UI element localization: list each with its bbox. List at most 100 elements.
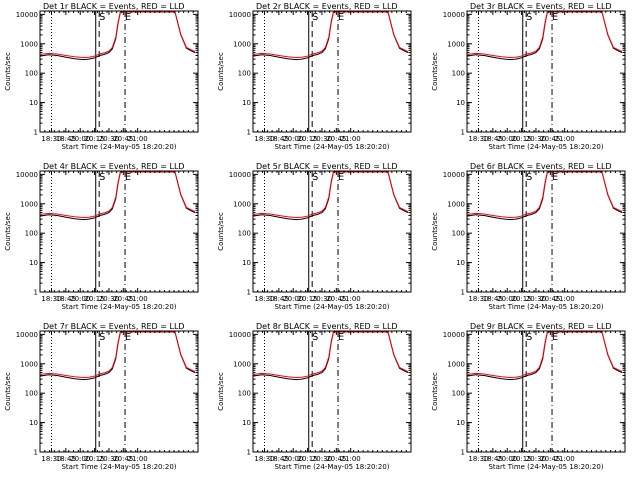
plot-area	[253, 171, 409, 292]
y-tick-label: 1	[461, 289, 465, 297]
vline-label: E	[338, 332, 344, 343]
x-tick-label: 21:00	[128, 135, 148, 143]
detector-panel-8: 1 10 100 1000 10000 18:3018:4520:0020:1520:30…	[217, 322, 412, 471]
y-tick-label: 10000	[443, 331, 465, 339]
detector-panel-2: 1 10 100 1000 10000 18:3018:4520:0020:1520:30…	[217, 2, 412, 151]
vline-label: E	[125, 12, 131, 23]
y-tick-label: 100	[25, 70, 38, 78]
plot-area	[253, 331, 409, 452]
y-tick-label: 1	[247, 129, 251, 137]
x-tick-label: 20:45	[540, 295, 560, 303]
plot-area	[40, 331, 196, 452]
x-axis-label: Start Time (24-May-05 18:20:20)	[488, 463, 603, 471]
y-axis-label: Counts/sec	[217, 212, 225, 251]
y-tick-label: 1000	[20, 360, 38, 368]
vline-label: S	[526, 172, 532, 183]
y-tick-label: 100	[452, 70, 465, 78]
vline-label: S	[526, 12, 532, 23]
plot-frame	[252, 330, 412, 453]
x-tick-label: 20:45	[540, 135, 560, 143]
y-tick-label: 1000	[20, 40, 38, 48]
plot-frame	[466, 330, 626, 453]
x-tick-label: 18:45	[56, 135, 76, 143]
series-lld-line	[253, 171, 409, 219]
detector-panel-6: 1 10 100 1000 10000 18:3018:4520:0020:1520:30…	[431, 162, 626, 311]
x-tick-label: 20:30	[526, 135, 546, 143]
y-tick-label: 1000	[233, 40, 251, 48]
panel-title: Det 8r BLACK = Events, RED = LLD	[256, 322, 398, 331]
y-axis-label: Counts/sec	[217, 372, 225, 411]
y-tick-label: 10	[456, 99, 465, 107]
series-lld-line	[40, 11, 196, 59]
x-tick-label: 18:45	[269, 455, 289, 463]
vline-label: S	[312, 332, 318, 343]
series-events-line	[467, 331, 623, 381]
panel-title: Det 6r BLACK = Events, RED = LLD	[470, 162, 612, 171]
series-lld-line	[253, 11, 409, 59]
x-tick-label: 20:00	[70, 455, 90, 463]
x-tick-label: 20:45	[540, 455, 560, 463]
plot-frame	[39, 170, 199, 293]
y-axis-label: Counts/sec	[431, 212, 439, 251]
series-lld-line	[253, 331, 409, 379]
vline-label: E	[552, 12, 558, 23]
x-tick-label: 20:15	[511, 295, 531, 303]
x-tick-label: 21:00	[555, 135, 575, 143]
x-tick-label: 21:00	[128, 455, 148, 463]
x-tick-label: 21:00	[341, 295, 361, 303]
y-axis-label: Counts/sec	[431, 372, 439, 411]
vline-label: S	[526, 332, 532, 343]
plot-frame	[252, 170, 412, 293]
plot-frame	[39, 330, 199, 453]
x-tick-label: 20:30	[312, 135, 332, 143]
detector-panel-1: 1 10 100 1000 10000 18:3018:4520:0020:1520:30…	[4, 2, 199, 151]
x-tick-label: 18:45	[483, 295, 503, 303]
y-tick-label: 1	[461, 449, 465, 457]
x-tick-label: 18:45	[483, 455, 503, 463]
detector-panel-3: 1 10 100 1000 10000 18:3018:4520:0020:1520:30…	[431, 2, 626, 151]
vline-label: S	[312, 172, 318, 183]
x-tick-label: 18:30	[41, 135, 61, 143]
detector-panel-9: 1 10 100 1000 10000 18:3018:4520:0020:1520:30…	[431, 322, 626, 471]
series-lld-line	[467, 171, 623, 219]
x-tick-label: 20:00	[70, 295, 90, 303]
y-tick-label: 1000	[20, 200, 38, 208]
y-tick-label: 10	[456, 259, 465, 267]
x-tick-label: 20:30	[312, 455, 332, 463]
y-tick-label: 10	[456, 419, 465, 427]
panel-title: Det 1r BLACK = Events, RED = LLD	[43, 2, 185, 11]
series-events-line	[467, 11, 623, 61]
series-events-line	[253, 11, 409, 61]
plot-frame	[39, 10, 199, 133]
series-events-line	[253, 171, 409, 221]
y-tick-label: 100	[25, 230, 38, 238]
plot-area	[40, 171, 196, 292]
series-events-line	[40, 171, 196, 221]
x-tick-label: 21:00	[128, 295, 148, 303]
x-tick-label: 18:30	[254, 455, 274, 463]
x-tick-label: 20:00	[497, 135, 517, 143]
y-tick-label: 1	[461, 129, 465, 137]
x-tick-label: 21:00	[341, 455, 361, 463]
x-tick-label: 18:30	[468, 295, 488, 303]
vline-label: E	[552, 172, 558, 183]
panel-title: Det 4r BLACK = Events, RED = LLD	[43, 162, 185, 171]
plot-area	[40, 11, 196, 132]
panel-title: Det 3r BLACK = Events, RED = LLD	[470, 2, 612, 11]
x-tick-label: 18:45	[56, 295, 76, 303]
y-tick-label: 10000	[443, 171, 465, 179]
y-tick-label: 1000	[233, 200, 251, 208]
y-tick-label: 10000	[229, 171, 251, 179]
x-tick-label: 18:30	[41, 455, 61, 463]
y-tick-label: 1	[34, 289, 38, 297]
x-tick-label: 18:30	[41, 295, 61, 303]
vline-label: S	[99, 172, 105, 183]
vline-label: E	[552, 332, 558, 343]
y-tick-label: 100	[238, 70, 251, 78]
detector-panel-5: 1 10 100 1000 10000 18:3018:4520:0020:1520:30…	[217, 162, 412, 311]
x-tick-label: 18:30	[254, 295, 274, 303]
y-tick-label: 10000	[229, 331, 251, 339]
x-tick-label: 20:30	[99, 295, 119, 303]
x-tick-label: 20:00	[283, 455, 303, 463]
